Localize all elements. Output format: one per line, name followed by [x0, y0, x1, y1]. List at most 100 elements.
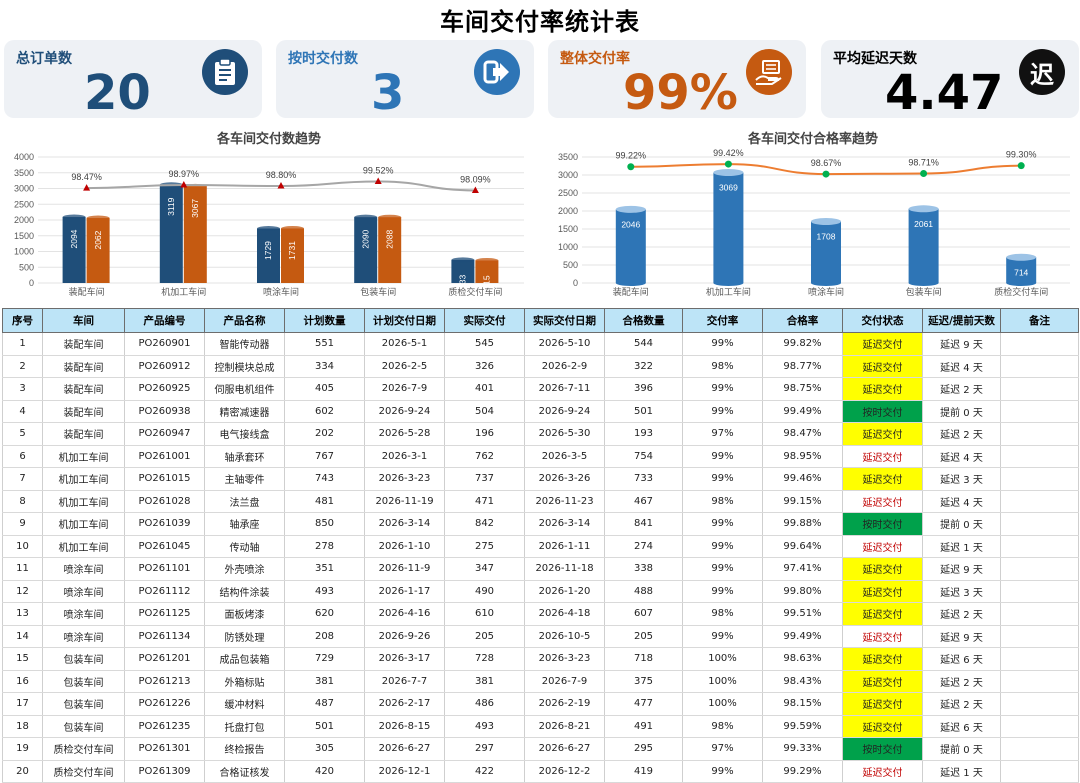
bar-base — [1006, 280, 1037, 286]
header-col-delivery-rate: 交付率 — [682, 308, 763, 333]
cell-col-product-name: 结构件涂装 — [204, 580, 285, 603]
table-body: 1 装配车间 PO260901 智能传动器 551 2026-5-1 545 2026-5-1… — [2, 332, 1079, 783]
cell-col-pass-rate: 98.43% — [762, 670, 843, 693]
cell-col-workshop: 包装车间 — [42, 647, 125, 671]
cell-col-delivery-status: 延迟交付 — [842, 692, 923, 716]
cell-col-pass-qty: 841 — [604, 512, 683, 536]
rate-data-label: 98.67% — [811, 158, 842, 168]
cell-col-actual-date: 2026-1-11 — [524, 535, 605, 558]
cell-col-planned-qty: 334 — [284, 355, 365, 378]
x-tick-label: 机加工车间 — [161, 286, 206, 297]
x-tick-label: 包装车间 — [360, 286, 396, 297]
y-tick-label: 4000 — [14, 152, 34, 162]
cell-col-product-code: PO261134 — [124, 625, 205, 648]
cell-col-index: 8 — [2, 490, 43, 513]
bar-top — [378, 214, 402, 220]
cell-col-planned-date: 2026-3-23 — [364, 467, 445, 491]
cell-col-pass-qty: 544 — [604, 332, 683, 356]
bar — [62, 217, 86, 283]
cell-col-pass-rate: 99.80% — [762, 580, 843, 603]
cell-col-delivery-rate: 98% — [682, 715, 763, 738]
page-title: 车间交付率统计表 — [440, 8, 640, 36]
cell-col-delivery-rate: 99% — [682, 377, 763, 401]
cell-col-planned-qty: 305 — [284, 737, 365, 761]
chart-svg-pass-rate: 0 500 1000 1500 2000 2500 3000 3500 装配车间 2046 机加工车… — [558, 148, 1070, 297]
cell-col-pass-qty: 375 — [604, 670, 683, 693]
bar-top — [257, 226, 280, 232]
bar — [811, 221, 841, 283]
cell-col-pass-qty: 501 — [604, 400, 683, 423]
cell-col-delivery-status: 延迟交付 — [842, 647, 923, 671]
cell-col-planned-date: 2026-7-7 — [364, 670, 445, 693]
cell-col-product-code: PO261309 — [124, 760, 205, 783]
y-tick-label: 500 — [563, 260, 578, 270]
bar-top — [86, 215, 110, 221]
kpi-value: 4.47 — [885, 65, 1004, 121]
x-tick-label: 质检交付车间 — [994, 286, 1048, 297]
cell-col-pass-rate: 99.51% — [762, 602, 843, 626]
cell-col-remarks — [1000, 445, 1079, 468]
cell-col-product-code: PO261125 — [124, 602, 205, 626]
rate-data-label: 99.42% — [713, 148, 744, 158]
table-row: 9 机加工车间 PO261039 轴承座 850 2026-3-14 842 2026-3-1… — [2, 512, 1079, 536]
table-row: 14 喷涂车间 PO261134 防锈处理 208 2026-9-26 205 2026-10… — [2, 625, 1079, 648]
cell-col-planned-date: 2026-11-19 — [364, 490, 445, 513]
cell-col-delivery-status: 按时交付 — [842, 400, 923, 423]
cell-col-planned-qty: 767 — [284, 445, 365, 468]
cell-col-product-name: 合格证核发 — [204, 760, 285, 783]
cell-col-planned-qty: 850 — [284, 512, 365, 536]
cell-col-delay-days: 延迟 6 天 — [922, 715, 1001, 738]
cell-col-actual-date: 2026-1-20 — [524, 580, 605, 603]
cell-col-product-name: 传动轴 — [204, 535, 285, 558]
cell-col-workshop: 装配车间 — [42, 422, 125, 446]
y-tick-label: 2500 — [14, 199, 34, 209]
cell-col-actual-qty: 493 — [444, 715, 525, 738]
cell-col-delay-days: 提前 0 天 — [922, 737, 1001, 761]
cell-col-planned-date: 2026-1-17 — [364, 580, 445, 603]
cell-col-planned-date: 2026-2-5 — [364, 355, 445, 378]
y-tick-label: 2500 — [558, 188, 578, 198]
cell-col-product-name: 主轴零件 — [204, 467, 285, 491]
cell-col-actual-date: 2026-3-26 — [524, 467, 605, 491]
cell-col-workshop: 机加工车间 — [42, 512, 125, 536]
bar — [354, 217, 378, 283]
cell-col-pass-qty: 338 — [604, 557, 683, 581]
cell-col-workshop: 机加工车间 — [42, 467, 125, 491]
kpi-average-delay-days: 平均延迟天数 4.47 迟 — [821, 40, 1079, 121]
kpi-value: 3 — [371, 65, 405, 121]
cell-col-delivery-status: 延迟交付 — [842, 670, 923, 693]
chart-pass-rate: 各车间交付合格率趋势 0 500 1000 1500 2000 2500 3000 3500 装… — [548, 123, 1078, 303]
cell-col-remarks — [1000, 490, 1079, 513]
cell-col-delivery-status: 延迟交付 — [842, 625, 923, 648]
rate-marker — [822, 170, 830, 178]
cell-col-pass-qty: 419 — [604, 760, 683, 783]
cell-col-pass-qty: 274 — [604, 535, 683, 558]
cell-col-remarks — [1000, 602, 1079, 626]
bar-data-label: 2088 — [384, 230, 394, 249]
header-col-product-name: 产品名称 — [204, 308, 285, 333]
cell-col-delivery-status: 按时交付 — [842, 737, 923, 761]
chart-title: 各车间交付合格率趋势 — [747, 132, 878, 147]
cell-col-actual-qty: 486 — [444, 692, 525, 716]
table-row: 17 包装车间 PO261226 缓冲材料 487 2026-2-17 486 2026-2-… — [2, 692, 1079, 716]
cell-col-actual-qty: 205 — [444, 625, 525, 648]
header-col-delivery-status: 交付状态 — [842, 308, 923, 333]
cell-col-product-name: 外壳喷涂 — [204, 557, 285, 581]
chart-title: 各车间交付数趋势 — [216, 132, 321, 147]
cell-col-delivery-rate: 100% — [682, 692, 763, 716]
cell-col-delay-days: 延迟 3 天 — [922, 580, 1001, 603]
cell-col-planned-qty: 602 — [284, 400, 365, 423]
cell-col-planned-date: 2026-3-17 — [364, 647, 445, 671]
cell-col-planned-date: 2026-9-26 — [364, 625, 445, 648]
cell-col-pass-qty: 193 — [604, 422, 683, 446]
cell-col-actual-qty: 737 — [444, 467, 525, 491]
cell-col-delay-days: 延迟 9 天 — [922, 625, 1001, 648]
cell-col-delivery-status: 按时交付 — [842, 512, 923, 536]
cell-col-pass-qty: 322 — [604, 355, 683, 378]
cell-col-product-code: PO260925 — [124, 377, 205, 401]
cell-col-delay-days: 延迟 4 天 — [922, 355, 1001, 378]
cell-col-index: 9 — [2, 512, 43, 536]
cell-col-actual-qty: 401 — [444, 377, 525, 401]
cell-col-delivery-rate: 99% — [682, 580, 763, 603]
cell-col-actual-date: 2026-12-2 — [524, 760, 605, 783]
